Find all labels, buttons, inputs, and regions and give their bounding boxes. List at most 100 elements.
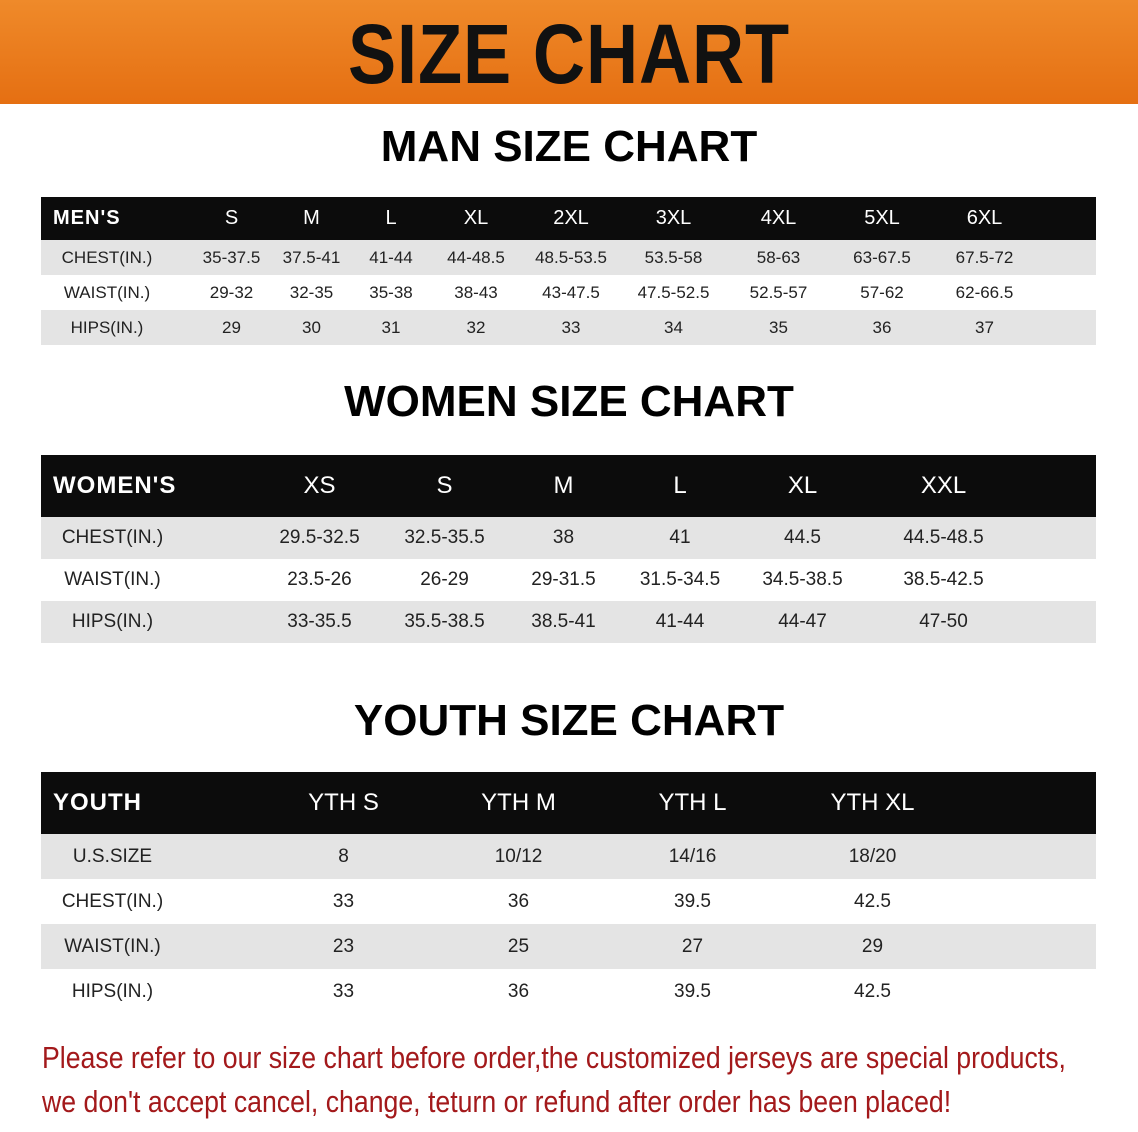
table-cell: 44-47 [739,601,866,643]
size-column-header: S [191,197,272,240]
table-row: U.S.SIZE 8 10/12 14/16 18/20 [41,834,1096,879]
size-column-header: XL [431,197,521,240]
table-cell: 10/12 [431,834,606,879]
table-header-row: WOMEN'S XS S M L XL XXL [41,455,1096,517]
table-cell: 34.5-38.5 [762,569,843,590]
table-cell: 29-31.5 [531,569,596,590]
table-cell: 32 [431,310,521,345]
table-cell: 47-50 [866,601,1021,643]
page-title: SIZE CHART [347,7,791,101]
table-cell: 42.5 [854,980,891,1002]
table-cell: 42.5 [854,890,891,912]
table-cell: 30 [272,310,351,345]
men-size-table: MEN'S S M L XL 2XL 3XL 4XL 5XL 6XL CHEST(IN.) 35-3… [41,197,1096,345]
table-cell: 37.5-41 [272,240,351,275]
table-cell: 37 [933,310,1036,345]
table-row: HIPS(IN.) 33-35.5 35.5-38.5 38.5-41 41-44 44-… [41,601,1096,643]
table-cell: 23.5-26 [287,569,352,590]
title-banner: SIZE CHART [0,0,1138,104]
table-cell: 27 [606,924,779,969]
table-cell: 62-66.5 [955,282,1014,302]
table-cell: 32.5-35.5 [383,517,506,559]
table-row: CHEST(IN.) 33 36 39.5 42.5 [41,879,1096,924]
size-column-header: 5XL [831,197,933,240]
men-section-title: MAN SIZE CHART [380,122,758,171]
table-row: CHEST(IN.) 35-37.5 37.5-41 41-44 44-48.5 48.5… [41,240,1096,275]
row-label: CHEST(IN.) [41,240,191,275]
table-cell: 39.5 [674,980,711,1002]
order-notice: Please refer to our size chart before or… [42,1036,1066,1124]
table-cell: 41 [621,517,739,559]
table-cell: 41-44 [621,601,739,643]
table-cell: 14/16 [606,834,779,879]
table-row: HIPS(IN.) 29 30 31 32 33 34 35 36 37 [41,310,1096,345]
row-label: CHEST(IN.) [61,890,164,912]
table-cell: 33 [332,980,355,1002]
table-cell: 38.5-41 [506,601,621,643]
table-cell: 41-44 [351,240,431,275]
table-cell: 35-38 [369,282,413,302]
table-row: WAIST(IN.) 29-32 32-35 35-38 38-43 43-47.5 47.… [41,275,1096,310]
table-cell: 8 [256,834,431,879]
size-column-header: 6XL [933,197,1036,240]
table-header-row: MEN'S S M L XL 2XL 3XL 4XL 5XL 6XL [41,197,1096,240]
table-row: HIPS(IN.) 33 36 39.5 42.5 [41,969,1096,1014]
size-column-header: XL [739,455,866,517]
women-section-title: WOMEN SIZE CHART [344,377,794,426]
row-label: WAIST(IN.) [64,569,161,590]
row-label: CHEST(IN.) [41,517,256,559]
size-column-header: XXL [866,455,1021,517]
size-column-header: 3XL [621,197,726,240]
table-cell: 35 [726,310,831,345]
row-label: U.S.SIZE [41,834,256,879]
table-row: WAIST(IN.) 23 25 27 29 [41,924,1096,969]
table-cell: 67.5-72 [933,240,1036,275]
table-cell: 57-62 [860,282,904,302]
table-cell: 34 [621,310,726,345]
table-cell: 33 [521,310,621,345]
table-cell: 44.5-48.5 [866,517,1021,559]
table-cell: 44.5 [739,517,866,559]
table-cell: 23 [256,924,431,969]
table-cell: 36 [831,310,933,345]
row-label: HIPS(IN.) [71,980,154,1002]
table-cell: 38 [506,517,621,559]
table-cell: 29-32 [209,282,254,302]
size-column-header: YTH S [256,772,431,834]
table-cell: 35-37.5 [191,240,272,275]
table-corner-label: MEN'S [41,197,191,240]
size-column-header: YTH M [431,772,606,834]
table-corner-label: WOMEN'S [41,455,256,517]
table-corner-label: YOUTH [41,772,256,834]
table-cell: 31 [351,310,431,345]
table-cell: 58-63 [726,240,831,275]
row-label: WAIST(IN.) [41,924,256,969]
youth-size-table: YOUTH YTH S YTH M YTH L YTH XL U.S.SIZE 8 10/1… [41,772,1096,1014]
table-cell: 43-47.5 [542,282,600,302]
table-cell: 47.5-52.5 [637,282,710,302]
table-header-row: YOUTH YTH S YTH M YTH L YTH XL [41,772,1096,834]
size-column-header: S [383,455,506,517]
table-cell: 44-48.5 [431,240,521,275]
row-label: WAIST(IN.) [63,282,151,302]
size-column-header: L [351,197,431,240]
size-column-header: M [272,197,351,240]
table-cell: 33 [332,890,355,912]
table-cell: 33-35.5 [256,601,383,643]
table-cell: 39.5 [674,890,711,912]
table-cell: 63-67.5 [831,240,933,275]
row-label: HIPS(IN.) [41,310,191,345]
table-cell: 31.5-34.5 [639,569,721,590]
table-cell: 53.5-58 [621,240,726,275]
size-column-header: L [621,455,739,517]
table-cell: 29 [191,310,272,345]
size-column-header: YTH L [606,772,779,834]
table-cell: 52.5-57 [749,282,808,302]
notice-line-2: we don't accept cancel, change, teturn o… [42,1084,952,1119]
size-column-header: YTH XL [779,772,966,834]
table-cell: 18/20 [779,834,966,879]
size-column-header: XS [256,455,383,517]
table-cell: 35.5-38.5 [383,601,506,643]
notice-line-1: Please refer to our size chart before or… [42,1040,1066,1075]
table-cell: 38-43 [454,282,498,302]
